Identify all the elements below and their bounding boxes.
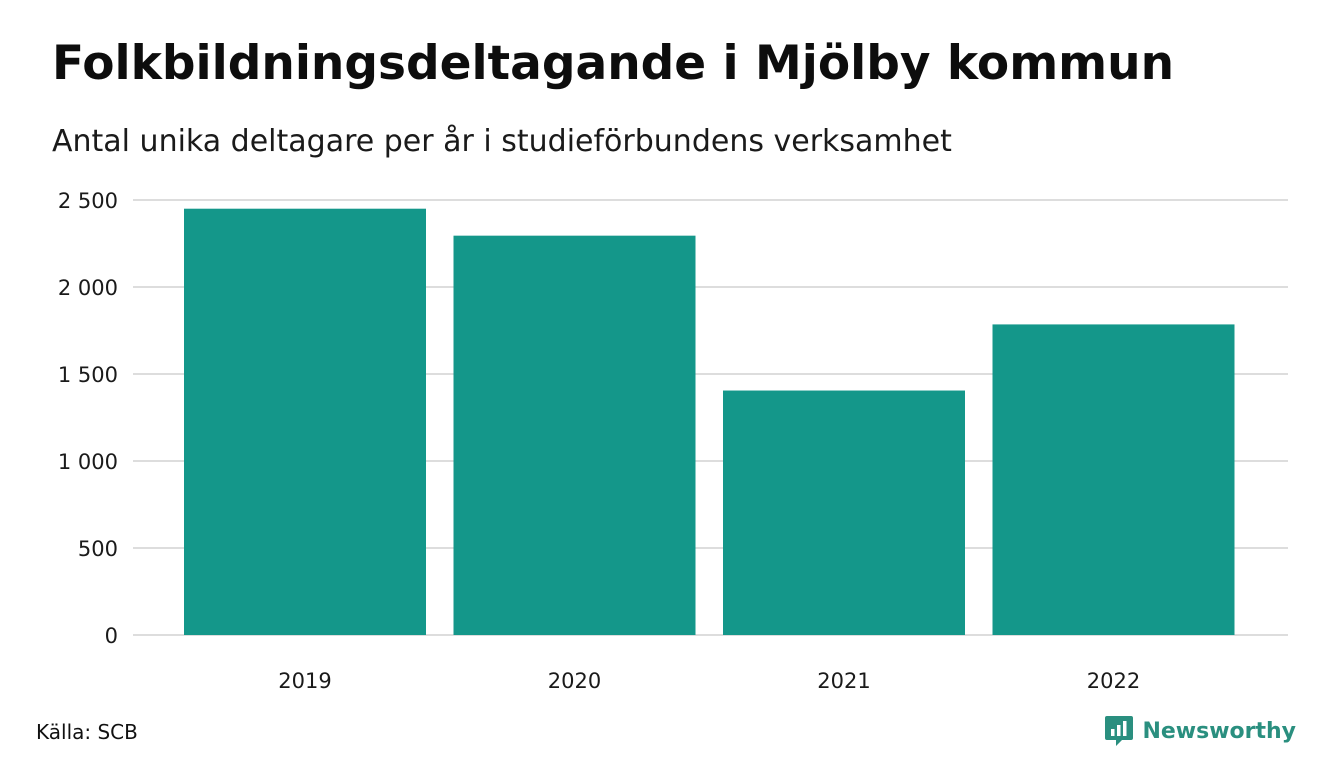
y-tick-label: 1 500 [58,363,118,387]
y-tick-label: 0 [105,624,118,648]
chart-title: Folkbildningsdeltagande i Mjölby kommun [52,36,1175,91]
bar-2021 [723,390,965,635]
bars [184,208,1235,636]
brand-name: Newsworthy [1142,718,1296,744]
y-tick-label: 500 [78,537,118,561]
x-tick-label: 2019 [278,669,331,693]
bar-2022 [992,324,1235,635]
newsworthy-logo-icon [1105,716,1134,746]
bar-2019 [184,208,426,635]
y-tick-label: 1 000 [58,450,118,474]
y-tick-label: 2 000 [58,276,118,300]
bar-2020 [453,235,696,636]
x-tick-label: 2022 [1087,669,1140,693]
brand-logo[interactable]: Newsworthy [1104,714,1296,748]
source-label: Källa: SCB [36,720,138,744]
chart-subtitle: Antal unika deltagare per år i studieför… [52,124,952,159]
x-tick-label: 2020 [548,669,601,693]
y-tick-label: 2 500 [58,189,118,213]
x-axis-tick-labels: 2019 2020 2021 2022 [278,669,1140,693]
x-tick-label: 2021 [817,669,870,693]
y-axis-tick-labels: 0 500 1 000 1 500 2 000 2 500 [58,189,118,648]
